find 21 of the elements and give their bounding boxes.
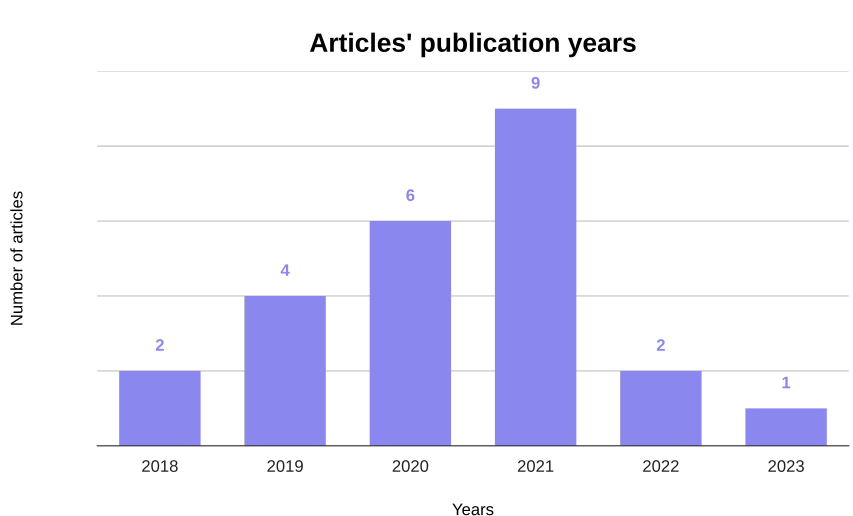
x-tick-label: 2021 [518, 460, 554, 472]
data-label: 4 [280, 264, 290, 276]
bar [244, 296, 326, 446]
bar [370, 221, 452, 446]
bar [620, 370, 702, 446]
data-label: 6 [406, 189, 414, 202]
data-label: 2 [656, 339, 665, 351]
y-axis-title: Number of articles [10, 192, 23, 325]
data-label: 1 [782, 376, 790, 388]
data-label: 9 [532, 76, 540, 89]
x-tick-label: 2022 [643, 460, 679, 472]
x-axis-title: Years [452, 504, 494, 516]
bar [745, 408, 827, 446]
chart-title: Articles' publication years [310, 32, 636, 58]
x-tick-label: 2023 [768, 460, 804, 472]
x-tick-label: 2019 [267, 460, 303, 472]
data-label: 2 [156, 339, 164, 351]
bar [494, 108, 576, 446]
x-tick-label: 2020 [392, 460, 428, 472]
x-tick-label: 2018 [142, 460, 178, 472]
bar [119, 370, 201, 446]
